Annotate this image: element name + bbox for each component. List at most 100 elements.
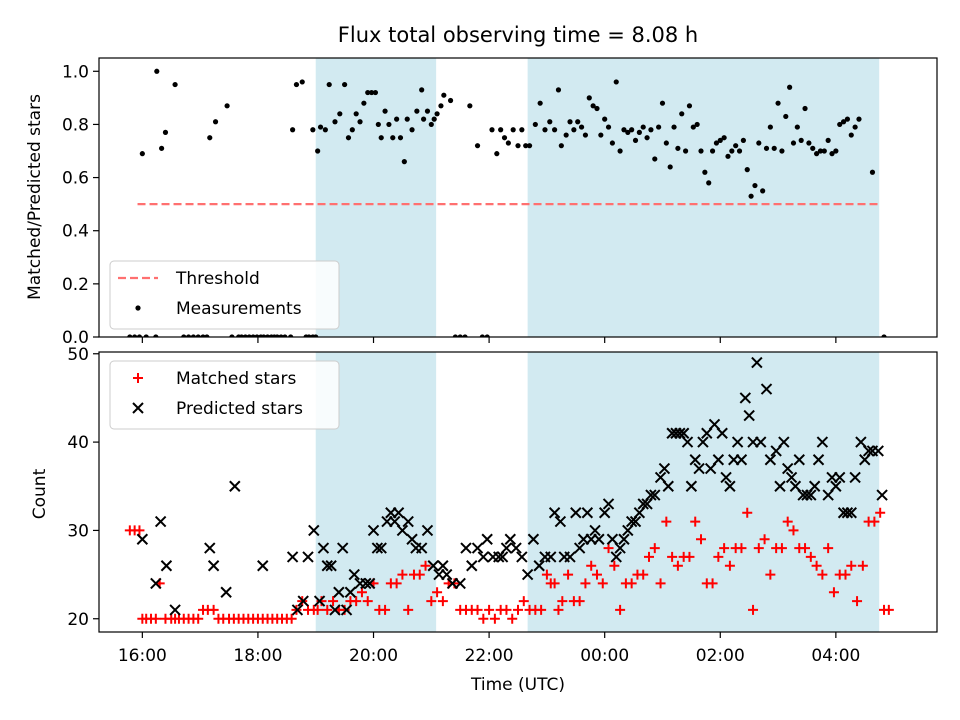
- measurement-point: [537, 100, 543, 106]
- measurement-point: [246, 334, 252, 337]
- matched-star-marker: [586, 560, 597, 571]
- y-tick-label: 0.0: [62, 328, 89, 348]
- predicted-star-marker: [136, 533, 149, 545]
- measurement-point: [667, 164, 673, 170]
- matched-star-marker: [840, 569, 851, 580]
- measurement-point: [434, 111, 440, 117]
- measurement-point: [590, 103, 596, 109]
- measurement-point: [404, 116, 410, 122]
- predicted-star-marker: [716, 427, 728, 439]
- matched-star-marker: [484, 604, 495, 615]
- matched-star-marker: [655, 578, 666, 589]
- predicted-star-marker: [402, 515, 414, 528]
- matched-star-marker: [776, 543, 787, 554]
- measurement-point: [825, 137, 831, 143]
- measurement-point: [159, 145, 165, 151]
- matched-star-marker: [661, 516, 672, 527]
- measurement-point: [640, 124, 646, 130]
- predicted-star-marker: [496, 551, 509, 563]
- measurement-point: [431, 116, 437, 122]
- matched-star-marker: [852, 596, 863, 607]
- predicted-star-marker: [204, 542, 216, 554]
- predicted-star-marker: [731, 436, 744, 448]
- measurement-point: [806, 140, 812, 146]
- measurement-point: [190, 334, 196, 337]
- measurement-point: [290, 127, 296, 133]
- matched-star-marker: [828, 587, 839, 598]
- predicted-star-marker: [649, 489, 661, 501]
- measurement-point: [763, 145, 770, 151]
- measurement-point: [605, 124, 612, 130]
- predicted-star-marker: [333, 586, 345, 598]
- predicted-star-marker: [830, 480, 842, 492]
- matched-star-marker: [753, 543, 764, 554]
- measurement-point: [378, 135, 384, 141]
- matched-star-marker: [742, 507, 753, 518]
- matched-star-marker: [557, 596, 568, 607]
- measurement-point: [510, 127, 516, 133]
- measurement-point: [365, 89, 371, 96]
- measurement-point: [602, 116, 608, 122]
- plot-area: [127, 58, 887, 337]
- predicted-star-marker: [481, 533, 493, 545]
- matched-star-marker: [312, 604, 323, 615]
- y-tick-label: 0.2: [62, 275, 89, 295]
- predicted-star-marker: [589, 524, 601, 537]
- measurement-point: [375, 121, 381, 128]
- measurement-point: [332, 119, 338, 125]
- matched-star-marker: [507, 613, 518, 624]
- matched-star-marker: [351, 596, 362, 607]
- predicted-star-marker: [743, 409, 755, 422]
- measurement-point: [306, 334, 312, 337]
- measurement-point: [532, 121, 538, 128]
- predicted-star-marker: [602, 498, 615, 510]
- predicted-star-marker: [564, 551, 576, 563]
- measurement-point: [598, 132, 604, 138]
- legend-box: [109, 260, 340, 330]
- predicted-star-marker: [466, 560, 478, 572]
- predicted-star-marker: [302, 551, 314, 563]
- predicted-star-marker: [360, 577, 372, 590]
- measurement-point: [733, 143, 739, 149]
- predicted-star-marker: [286, 551, 299, 563]
- measurement-point: [683, 148, 689, 154]
- measurement-point: [794, 124, 800, 130]
- measurement-point: [242, 334, 249, 337]
- predicted-star-marker: [841, 507, 854, 519]
- measurement-point: [479, 334, 485, 337]
- matched-star-marker: [707, 578, 718, 589]
- predicted-star-marker: [816, 436, 829, 448]
- measurement-point: [515, 143, 521, 149]
- predicted-star-marker: [308, 524, 320, 537]
- axes-frame: [98, 351, 938, 633]
- measurement-point: [852, 124, 858, 130]
- x-tick-label: 20:00: [349, 646, 398, 666]
- measurement-point: [632, 137, 639, 143]
- predicted-star-marker: [689, 454, 701, 466]
- measurement-point: [394, 116, 400, 122]
- matched-star-marker: [549, 578, 560, 589]
- predicted-star-marker: [460, 542, 472, 554]
- measurement-point: [345, 135, 352, 141]
- predicted-star-marker: [329, 604, 341, 616]
- predicted-star-marker: [735, 454, 748, 466]
- matched-star-marker: [420, 560, 431, 571]
- predicted-star-marker: [454, 577, 466, 590]
- measurement-point: [397, 135, 404, 141]
- measurement-point: [414, 108, 420, 114]
- measurement-point: [821, 148, 827, 154]
- predicted-star-marker: [712, 454, 725, 466]
- matched-star-marker: [615, 604, 626, 615]
- measurement-point: [438, 103, 444, 109]
- measurement-point: [419, 87, 425, 93]
- measurement-point: [317, 124, 324, 130]
- measurement-point: [372, 89, 379, 96]
- predicted-star-marker: [375, 542, 387, 554]
- measurement-point: [132, 334, 138, 337]
- predicted-star-marker: [693, 462, 705, 475]
- y-tick-label: 0.6: [62, 169, 89, 189]
- predicted-star-marker: [808, 480, 821, 492]
- measurement-point: [833, 148, 839, 154]
- measurement-point: [278, 334, 284, 337]
- predicted-star-marker: [150, 577, 162, 590]
